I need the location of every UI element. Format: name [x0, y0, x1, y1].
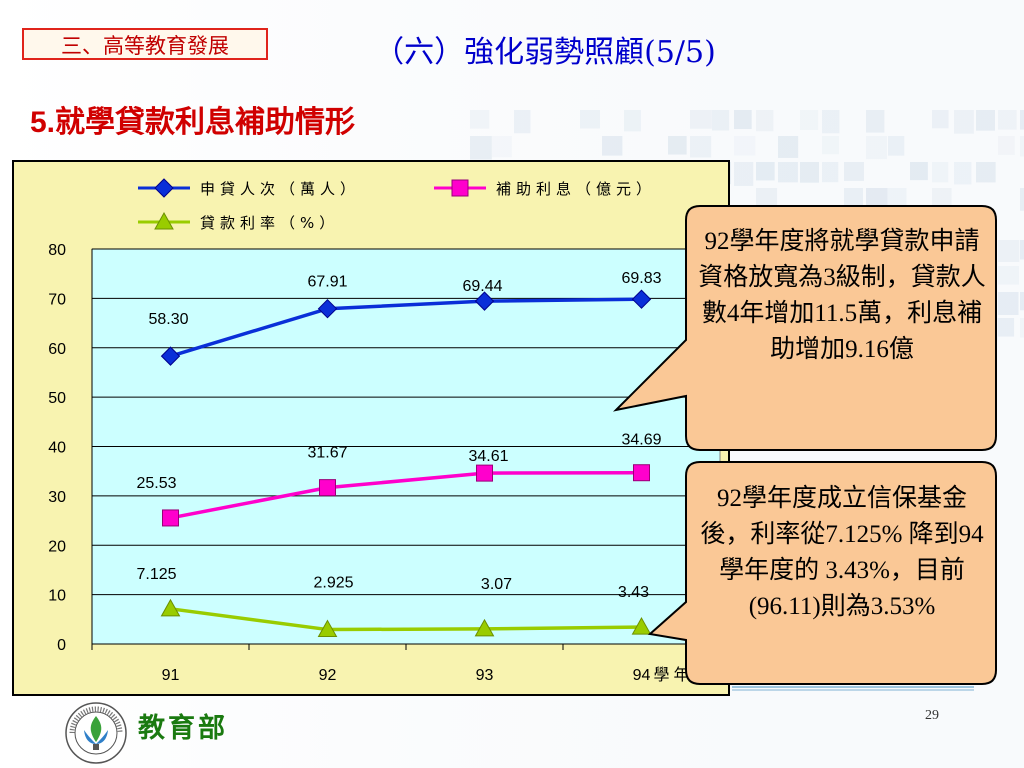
section-tag: 三、高等教育發展 [22, 28, 268, 60]
legend-label: 申貸人次（萬人） [200, 180, 360, 198]
data-point [162, 509, 179, 527]
y-tick-label: 30 [48, 489, 66, 506]
y-tick-label: 70 [48, 291, 66, 308]
y-tick-label: 80 [48, 242, 66, 259]
y-tick-label: 40 [48, 440, 66, 457]
x-tick-label: 91 [162, 667, 180, 684]
data-point [317, 298, 338, 319]
y-tick-label: 20 [48, 538, 66, 555]
page-number: 29 [925, 708, 939, 723]
legend-label: 貸款利率（%） [200, 214, 339, 232]
y-tick-label: 50 [48, 390, 66, 407]
slide-title: （六）強化弱勢照顧(5/5) [374, 35, 716, 70]
slide-subtitle: 5.就學貸款利息補助情形 [30, 98, 355, 148]
callout-text-2: 92學年度成立信保基金後，利率從7.125% 降到94學年度的 3.43%，目前… [700, 485, 984, 620]
ministry-name: 教育部 [138, 713, 228, 744]
data-label: 25.53 [136, 475, 176, 492]
data-label: 34.69 [621, 432, 661, 449]
data-label: 3.07 [481, 576, 512, 593]
subtitle-text: 就學貸款利息補助情形 [55, 105, 356, 140]
ministry-seal-logo [65, 702, 127, 764]
line-chart: 0 10 20 30 40 50 60 70 80 91 92 93 94 學年度 申貸人次（萬人） 補助利息… [48, 178, 721, 684]
data-point [633, 464, 650, 482]
y-tick-label: 0 [57, 637, 66, 654]
series-line [170, 607, 642, 632]
data-label: 69.83 [621, 270, 661, 287]
data-label: 2.925 [313, 575, 353, 592]
x-tick-label: 92 [319, 667, 337, 684]
legend-label: 補助利息（億元） [496, 180, 656, 198]
series-line [170, 470, 642, 520]
legend-swatch-marker [451, 179, 469, 197]
data-label: 7.125 [136, 566, 176, 583]
data-label: 58.30 [148, 311, 188, 328]
callout-text-1: 92學年度將就學貸款申請資格放寬為3級制，貸款人數4年增加11.5萬，利息補助增… [698, 228, 986, 363]
legend-swatch-marker [154, 211, 174, 230]
data-label: 67.91 [307, 274, 347, 291]
subtitle-number: 5. [30, 106, 56, 139]
legend-swatch-marker [154, 178, 174, 198]
data-point [160, 598, 181, 617]
footer-divider [732, 686, 974, 691]
data-point [476, 464, 493, 482]
series-line [169, 297, 642, 358]
data-label: 3.43 [618, 584, 649, 601]
data-point [474, 291, 495, 311]
x-tick-label: 93 [476, 667, 494, 684]
data-label: 69.44 [462, 278, 502, 295]
data-point [160, 346, 181, 366]
x-tick-label: 94 [633, 667, 651, 684]
x-axis-label: 學年度 [654, 665, 714, 684]
data-point [474, 618, 495, 637]
y-tick-label: 60 [48, 341, 66, 358]
data-label: 34.61 [468, 448, 508, 465]
y-tick-label: 10 [48, 588, 66, 605]
chart-frame: 0 10 20 30 40 50 60 70 80 91 92 93 94 學年度 申貸人次（萬人） 補助利息… [12, 160, 730, 696]
data-point [317, 619, 338, 638]
data-point [631, 617, 652, 635]
data-label: 31.67 [307, 445, 347, 462]
data-point [319, 479, 336, 497]
